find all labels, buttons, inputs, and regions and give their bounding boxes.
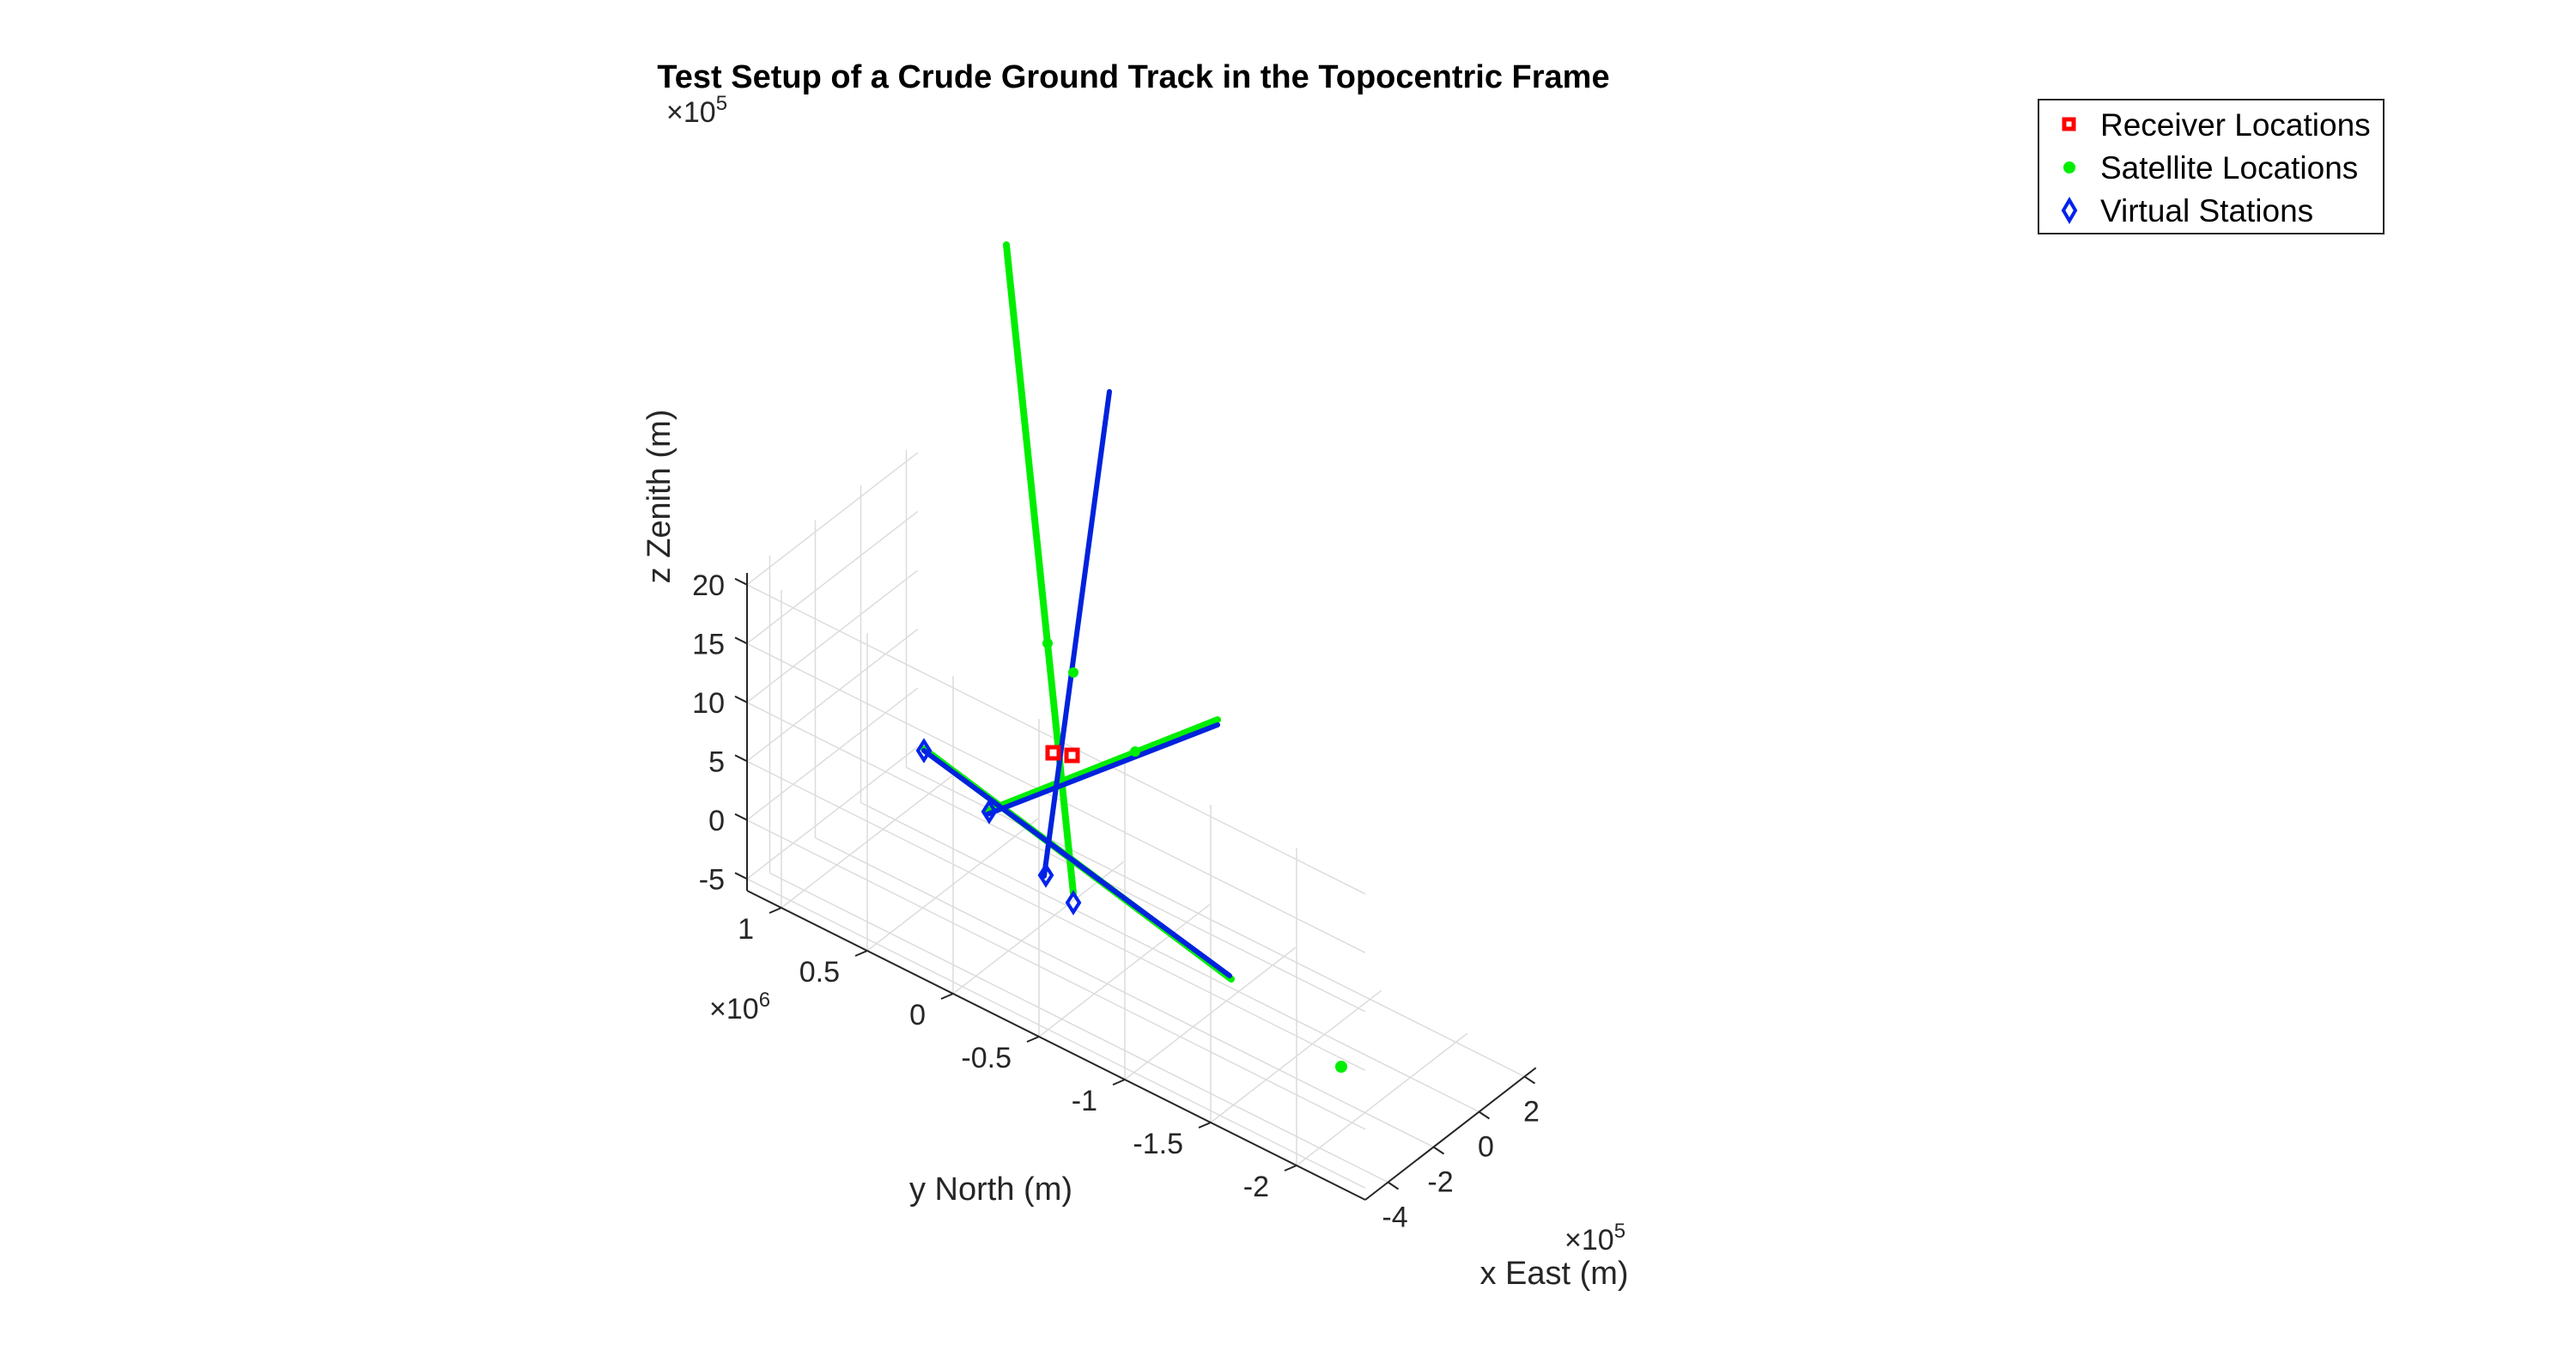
satellite-marker-1 — [1042, 638, 1053, 648]
z-tick-mark — [734, 636, 748, 645]
legend-satellite-label: Satellite Locations — [2100, 150, 2358, 186]
z-tick-mark — [734, 695, 748, 703]
receiver-marker-2 — [1064, 747, 1080, 764]
z-tick-mark — [734, 872, 748, 880]
virtual-marker-1 — [915, 738, 933, 764]
floor-grid-line — [769, 872, 1388, 1184]
y-tick-label: 1 — [738, 913, 754, 946]
y-tick-label: -1.5 — [1133, 1128, 1183, 1160]
x-tick-mark — [1478, 1111, 1491, 1120]
markers — [915, 638, 1347, 1073]
legend-receiver-marker — [2062, 117, 2076, 131]
x-tick-label: -4 — [1382, 1202, 1407, 1234]
wall-grid-line — [746, 510, 919, 644]
legend-receiver-label: Receiver Locations — [2100, 107, 2371, 143]
wall-grid-line — [746, 760, 1366, 1071]
legend-satellite-marker — [2063, 161, 2075, 173]
ground-tracks — [920, 241, 1235, 983]
y-tick-mark — [1112, 1079, 1126, 1086]
floor-grid-line — [1296, 1032, 1468, 1166]
z-tick-label: 5 — [708, 745, 725, 778]
x-axis-multiplier: ×105 — [1564, 1220, 1625, 1257]
y-tick-mark — [769, 907, 782, 914]
satellite-marker-3 — [1130, 746, 1140, 757]
y-tick-label: 0 — [909, 999, 926, 1032]
y-tick-mark — [1284, 1165, 1297, 1171]
wall-grid-line — [746, 452, 919, 586]
y-axis-label: y North (m) — [909, 1171, 1072, 1208]
z-tick-mark — [734, 577, 748, 586]
virtual-track-3 — [921, 748, 1232, 978]
floor-grid-line — [860, 801, 1479, 1113]
legend-virtual-marker — [2061, 197, 2078, 224]
chart-title: Test Setup of a Crude Ground Track in th… — [657, 59, 1609, 95]
y-tick-label: 0.5 — [799, 956, 840, 989]
axes-lines — [734, 573, 1537, 1201]
y-tick-label: -0.5 — [961, 1042, 1012, 1074]
floor-grid-line — [906, 766, 1525, 1078]
virtual-track-2 — [985, 722, 1220, 817]
wall-grid-line — [746, 878, 1366, 1189]
z-tick-label: 20 — [692, 569, 725, 602]
z-tick-mark — [734, 754, 748, 763]
z-tick-label: 0 — [708, 805, 725, 837]
virtual-marker-4 — [1065, 890, 1082, 916]
x-tick-mark — [1387, 1181, 1400, 1190]
wall-grid-line — [746, 687, 919, 821]
satellite-marker-2 — [1068, 667, 1078, 678]
x-tick-label: -2 — [1427, 1166, 1453, 1199]
z-tick-label: 15 — [692, 628, 725, 660]
y-axis-multiplier: ×106 — [709, 989, 770, 1025]
z-axis-label: z Zenith (m) — [641, 410, 677, 584]
y-tick-mark — [1026, 1036, 1040, 1043]
z-tick-label: 10 — [692, 687, 725, 720]
y-axis-line — [746, 890, 1366, 1201]
z-axis-multiplier: ×105 — [666, 92, 727, 129]
receiver-marker-1 — [1045, 745, 1061, 761]
y-tick-mark — [940, 993, 954, 1000]
wall-grid-line — [746, 702, 1366, 1013]
z-tick-label: -5 — [699, 863, 725, 896]
wall-grid-line — [746, 745, 919, 879]
grid-lines — [746, 449, 1525, 1189]
y-tick-mark — [1198, 1122, 1212, 1129]
x-tick-label: 2 — [1523, 1096, 1540, 1129]
wall-grid-line — [746, 819, 1366, 1130]
x-axis-label: x East (m) — [1479, 1256, 1628, 1292]
x-tick-mark — [1432, 1146, 1445, 1155]
legend-box — [2038, 99, 2385, 234]
legend-virtual-label: Virtual Stations — [2100, 193, 2313, 228]
legend: Receiver Locations Satellite Locations V… — [2038, 99, 2385, 234]
virtual-marker-2 — [981, 799, 998, 825]
virtual-marker-3 — [1037, 862, 1054, 888]
x-tick-label: 0 — [1478, 1131, 1494, 1164]
x-tick-mark — [1523, 1075, 1536, 1085]
wall-grid-line — [746, 628, 919, 762]
y-tick-label: -2 — [1243, 1171, 1269, 1203]
x-axis-line — [1364, 1067, 1537, 1201]
virtual-track-1 — [1042, 389, 1112, 879]
y-tick-mark — [854, 950, 868, 957]
z-tick-mark — [734, 812, 748, 821]
satellite-track-2 — [984, 716, 1221, 814]
wall-grid-line — [746, 569, 919, 703]
y-tick-label: -1 — [1072, 1085, 1097, 1117]
satellite-marker-4 — [1335, 1061, 1347, 1073]
